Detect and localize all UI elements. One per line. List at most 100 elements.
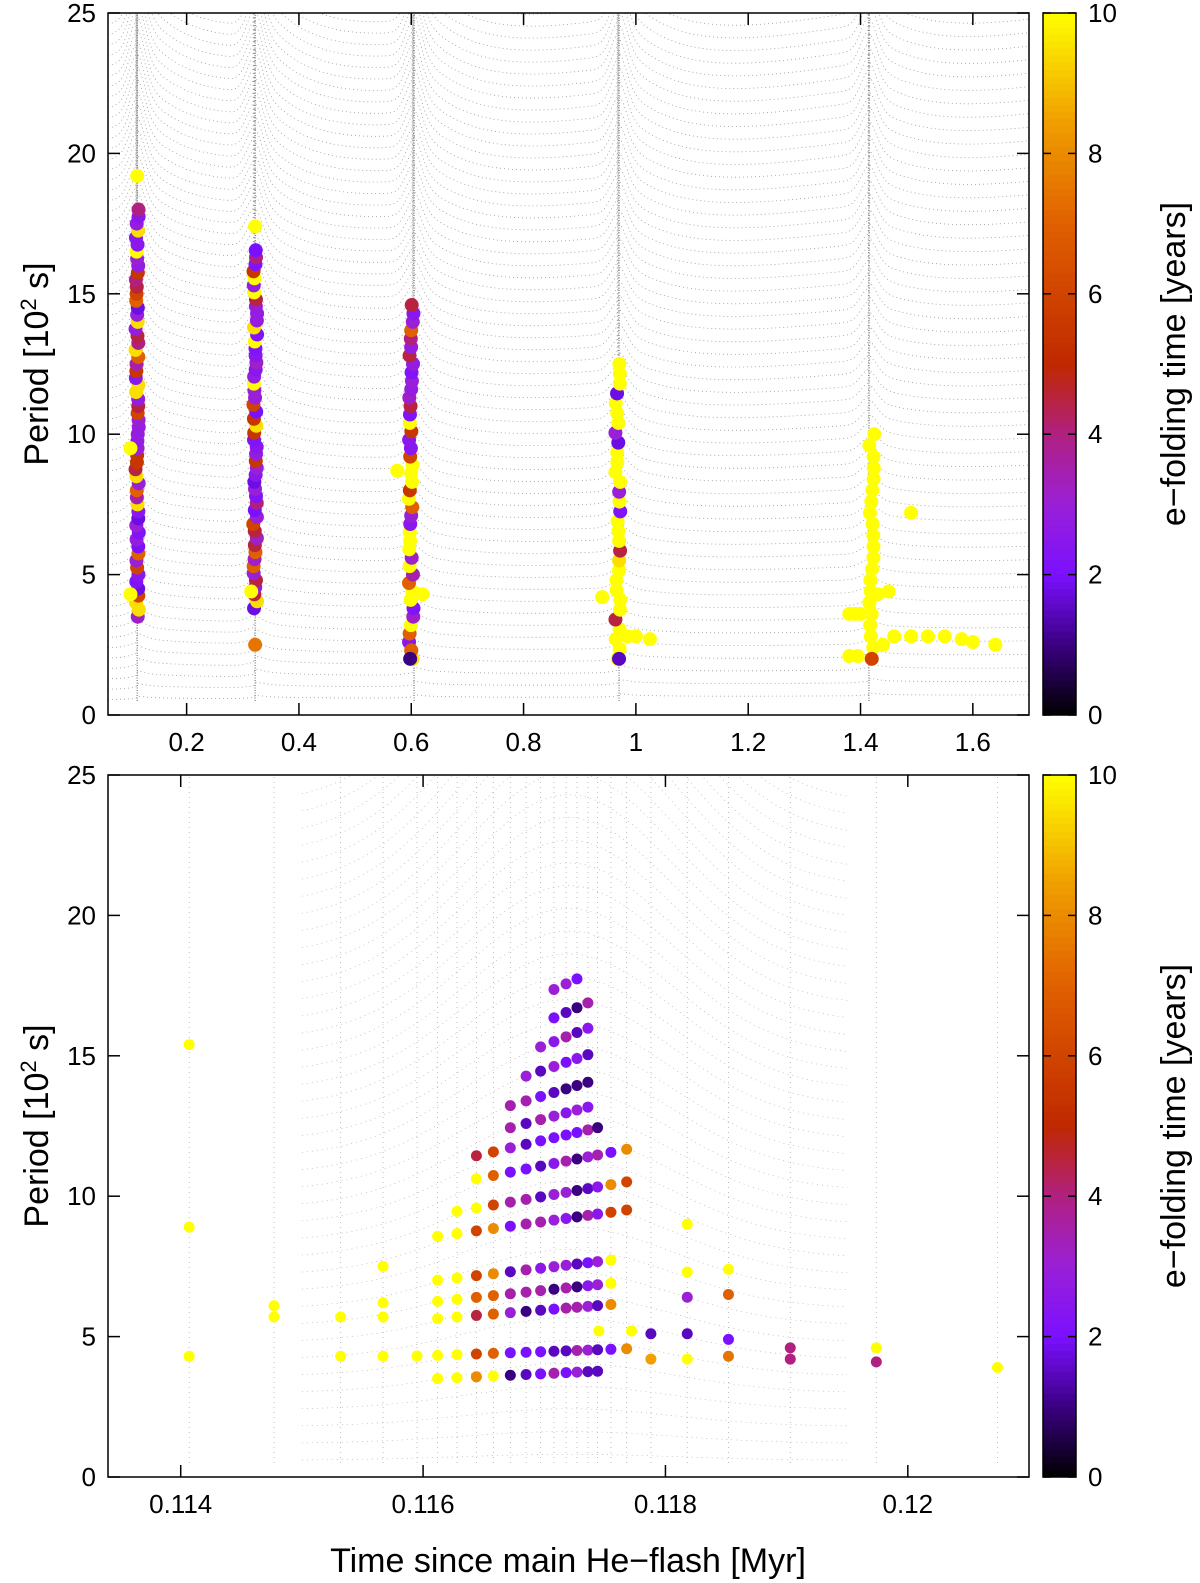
x-tick-label: 0.116	[392, 1489, 455, 1519]
colorbar-segment	[1043, 1147, 1076, 1155]
colorbar-tick-label: 4	[1088, 419, 1102, 449]
data-point	[593, 1325, 605, 1337]
colorbar-segment	[1043, 637, 1076, 646]
colorbar-segment	[1043, 845, 1076, 853]
data-point	[432, 1230, 444, 1242]
colorbar-segment	[1043, 1083, 1076, 1092]
mode-track	[108, 384, 1029, 482]
mode-track	[108, 502, 1029, 565]
data-point	[582, 1049, 594, 1061]
x-tick-label: 1	[629, 727, 643, 757]
colorbar-segment	[1043, 314, 1076, 323]
data-point	[451, 1228, 463, 1240]
data-point	[582, 1344, 594, 1356]
data-point	[268, 1311, 280, 1323]
colorbar-segment	[1043, 595, 1076, 604]
data-point	[605, 1299, 617, 1311]
data-point	[548, 1012, 560, 1024]
colorbar-segment	[1043, 929, 1076, 938]
data-point	[681, 1328, 693, 1340]
x-axis-title: Time since main He−flash [Myr]	[330, 1542, 806, 1580]
data-point	[377, 1260, 389, 1272]
colorbar-segment	[1043, 469, 1076, 477]
data-point	[470, 1173, 482, 1185]
colorbar-segment	[1043, 97, 1076, 105]
data-point	[535, 1065, 547, 1077]
colorbar-segment	[1043, 1126, 1076, 1134]
colorbar-segment	[1043, 943, 1076, 952]
data-point	[582, 1209, 594, 1221]
colorbar-segment	[1043, 588, 1076, 597]
data-point	[592, 1256, 604, 1268]
colorbar-segment	[1043, 434, 1076, 442]
colorbar-segment	[1043, 1210, 1076, 1218]
data-point	[560, 1056, 572, 1068]
colorbar-segment	[1043, 511, 1076, 520]
data-point	[592, 1149, 604, 1161]
data-point	[560, 1282, 572, 1294]
data-point	[582, 1300, 594, 1312]
mode-track	[108, 428, 1029, 513]
y-tick-label: 10	[67, 1181, 96, 1211]
data-point	[520, 1305, 532, 1317]
colorbar-tick-label: 6	[1088, 1041, 1102, 1071]
colorbar-segment	[1043, 406, 1076, 414]
y-tick-label: 20	[67, 900, 96, 930]
colorbar-segment	[1043, 1301, 1076, 1310]
mode-track	[108, 619, 1029, 648]
data-point	[470, 1309, 482, 1321]
mode-track	[108, 560, 1029, 607]
mode-track	[301, 953, 848, 1086]
data-point	[487, 1169, 499, 1181]
data-point	[681, 1218, 693, 1230]
colorbar-segment	[1043, 1308, 1076, 1317]
colorbar-segment	[1043, 1168, 1076, 1176]
data-point	[560, 978, 572, 990]
colorbar-tick-label: 10	[1088, 760, 1117, 790]
y-tick-label: 5	[82, 1322, 96, 1352]
colorbar-segment	[1043, 1357, 1076, 1366]
mode-track	[301, 775, 848, 814]
colorbar-segment	[1043, 581, 1076, 590]
data-point	[377, 1297, 389, 1309]
colorbar-segment	[1043, 1154, 1076, 1162]
y-ticks-bottom: 0 5 10 15 20 25	[67, 760, 1029, 1492]
colorbar-segment	[1043, 532, 1076, 541]
mode-track	[108, 61, 1029, 254]
data-point	[451, 1311, 463, 1323]
data-point	[560, 1259, 572, 1271]
data-point	[560, 1083, 572, 1095]
data-point	[612, 563, 627, 578]
data-point	[548, 1261, 560, 1273]
colorbar-segment	[1043, 964, 1076, 973]
data-point	[592, 1344, 604, 1356]
data-point	[592, 1300, 604, 1312]
mode-track	[301, 930, 848, 1069]
mode-track	[108, 13, 858, 160]
data-point	[560, 1186, 572, 1198]
data-points-bottom	[183, 973, 1003, 1385]
colorbar-segment	[1043, 894, 1076, 902]
data-point	[904, 505, 919, 520]
mode-track	[108, 648, 1029, 669]
colorbar-segment	[1043, 651, 1076, 660]
colorbar-segment	[1043, 796, 1076, 804]
data-point	[548, 1214, 560, 1226]
y-tick-label: 25	[67, 0, 96, 28]
data-point	[621, 1143, 633, 1155]
colorbar-segment	[1043, 413, 1076, 421]
colorbar-segment	[1043, 1266, 1076, 1275]
mode-track	[301, 775, 848, 797]
data-point	[470, 1291, 482, 1303]
data-point	[592, 1365, 604, 1377]
colorbar-segment	[1043, 55, 1076, 63]
colorbar-segment	[1043, 223, 1076, 232]
mode-track	[108, 487, 1029, 555]
colorbar-segment	[1043, 1196, 1076, 1204]
y-tick-label: 20	[67, 138, 96, 168]
colorbar-segment	[1043, 1462, 1076, 1471]
colorbar-segment	[1043, 525, 1076, 534]
colorbar-segment	[1043, 1013, 1076, 1022]
colorbar-segment	[1043, 216, 1076, 225]
mode-track	[108, 13, 864, 170]
